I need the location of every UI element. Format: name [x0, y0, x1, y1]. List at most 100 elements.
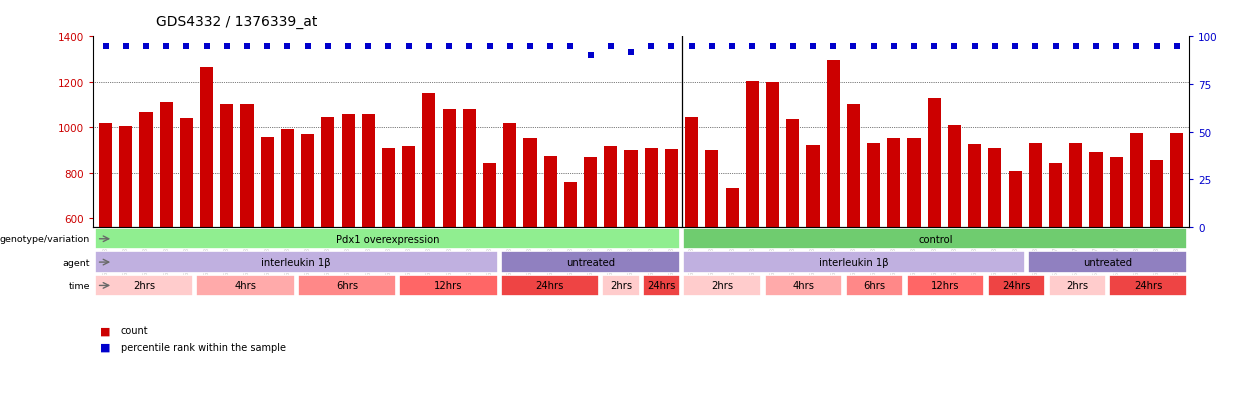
Bar	[400, 275, 498, 297]
Bar	[584, 157, 598, 354]
Bar	[1089, 153, 1103, 354]
Bar	[746, 81, 759, 354]
Point	[116, 43, 136, 50]
Bar	[684, 228, 1188, 250]
Point	[1147, 43, 1167, 50]
Bar	[947, 126, 961, 354]
Point	[884, 43, 904, 50]
Bar	[95, 228, 680, 250]
Point	[258, 43, 278, 50]
Text: agent: agent	[62, 258, 90, 267]
Text: 4hrs: 4hrs	[234, 281, 256, 291]
Point	[420, 43, 439, 50]
Bar	[483, 164, 497, 354]
Point	[1127, 43, 1147, 50]
Point	[1046, 43, 1066, 50]
Bar	[382, 148, 395, 354]
Bar	[1050, 164, 1062, 354]
Bar	[928, 98, 941, 354]
Point	[763, 43, 783, 50]
Text: 2hrs: 2hrs	[711, 281, 733, 291]
Point	[278, 43, 298, 50]
Bar	[847, 105, 860, 354]
Point	[177, 43, 197, 50]
Bar	[220, 105, 233, 354]
Point	[217, 43, 237, 50]
Bar	[1109, 275, 1188, 297]
Text: untreated: untreated	[1083, 257, 1133, 268]
Point	[136, 43, 156, 50]
Text: control: control	[918, 234, 952, 244]
Point	[580, 53, 600, 59]
Bar	[341, 114, 355, 354]
Point	[378, 43, 398, 50]
Bar	[766, 83, 779, 354]
Point	[317, 43, 337, 50]
Point	[237, 43, 256, 50]
Point	[702, 43, 722, 50]
Bar	[706, 150, 718, 354]
Bar	[989, 148, 1001, 354]
Bar	[665, 150, 679, 354]
Point	[985, 43, 1005, 50]
Bar	[301, 135, 314, 354]
Bar	[888, 139, 900, 354]
Point	[560, 43, 580, 50]
Point	[661, 43, 681, 50]
Bar	[642, 275, 680, 297]
Text: 12hrs: 12hrs	[435, 281, 463, 291]
Bar	[95, 252, 498, 273]
Point	[843, 43, 863, 50]
Point	[96, 43, 116, 50]
Point	[298, 43, 317, 50]
Bar	[281, 130, 294, 354]
Point	[742, 43, 762, 50]
Text: ■: ■	[100, 325, 110, 335]
Text: count: count	[121, 325, 148, 335]
Point	[965, 43, 985, 50]
Text: 2hrs: 2hrs	[133, 281, 156, 291]
Bar	[120, 127, 132, 354]
Point	[156, 43, 176, 50]
Point	[823, 43, 843, 50]
Point	[783, 43, 803, 50]
Bar	[908, 139, 920, 354]
Bar	[159, 103, 173, 354]
Bar	[1028, 144, 1042, 354]
Bar	[1109, 157, 1123, 354]
Point	[641, 43, 661, 50]
Bar	[500, 275, 599, 297]
Point	[540, 43, 560, 50]
Text: time: time	[68, 281, 90, 290]
Bar	[603, 275, 640, 297]
Bar	[685, 118, 698, 354]
Bar	[1008, 172, 1022, 354]
Text: Pdx1 overexpression: Pdx1 overexpression	[336, 234, 439, 244]
Point	[601, 43, 621, 50]
Text: 12hrs: 12hrs	[931, 281, 960, 291]
Bar	[726, 189, 738, 354]
Bar	[139, 113, 152, 354]
Bar	[684, 252, 1025, 273]
Text: 2hrs: 2hrs	[610, 281, 632, 291]
Point	[1005, 43, 1025, 50]
Bar	[1069, 144, 1082, 354]
Bar	[1028, 252, 1188, 273]
Bar	[422, 94, 436, 354]
Bar	[764, 275, 843, 297]
Point	[1026, 43, 1046, 50]
Point	[1167, 43, 1186, 50]
Text: 24hrs: 24hrs	[647, 281, 676, 291]
Point	[398, 43, 418, 50]
Text: 6hrs: 6hrs	[864, 281, 885, 291]
Point	[459, 43, 479, 50]
Bar	[523, 139, 537, 354]
Point	[197, 43, 217, 50]
Point	[479, 43, 499, 50]
Text: 24hrs: 24hrs	[535, 281, 564, 291]
Bar	[1150, 161, 1163, 354]
Point	[621, 49, 641, 56]
Bar	[684, 275, 761, 297]
Text: GDS4332 / 1376339_at: GDS4332 / 1376339_at	[156, 15, 317, 29]
Bar	[362, 114, 375, 354]
